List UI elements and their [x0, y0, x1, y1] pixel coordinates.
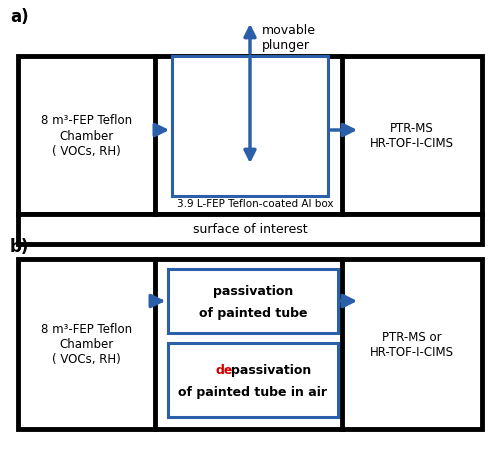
Text: de: de — [215, 364, 232, 377]
Text: PTR-MS
HR-TOF-I-CIMS: PTR-MS HR-TOF-I-CIMS — [370, 122, 454, 150]
Text: 8 m³-FEP Teflon
Chamber
( VOCs, RH): 8 m³-FEP Teflon Chamber ( VOCs, RH) — [41, 323, 132, 366]
Text: passivation: passivation — [213, 285, 293, 298]
Text: movable
plunger: movable plunger — [262, 24, 316, 52]
Text: a): a) — [10, 8, 29, 26]
Text: 3.9 L-FEP Teflon-coated Al box: 3.9 L-FEP Teflon-coated Al box — [177, 198, 334, 208]
Bar — [168, 269, 338, 333]
Text: surface of interest: surface of interest — [192, 223, 308, 236]
Bar — [168, 343, 338, 417]
Text: passivation: passivation — [231, 364, 311, 377]
Text: of painted tube: of painted tube — [199, 307, 307, 320]
Bar — [18, 57, 482, 215]
Text: b): b) — [10, 238, 29, 255]
Bar — [18, 215, 482, 244]
Text: 8 m³-FEP Teflon
Chamber
( VOCs, RH): 8 m³-FEP Teflon Chamber ( VOCs, RH) — [41, 114, 132, 157]
Text: PTR-MS or
HR-TOF-I-CIMS: PTR-MS or HR-TOF-I-CIMS — [370, 330, 454, 358]
Text: of painted tube in air: of painted tube in air — [178, 386, 328, 399]
Bar — [172, 57, 328, 197]
Bar — [18, 259, 482, 429]
